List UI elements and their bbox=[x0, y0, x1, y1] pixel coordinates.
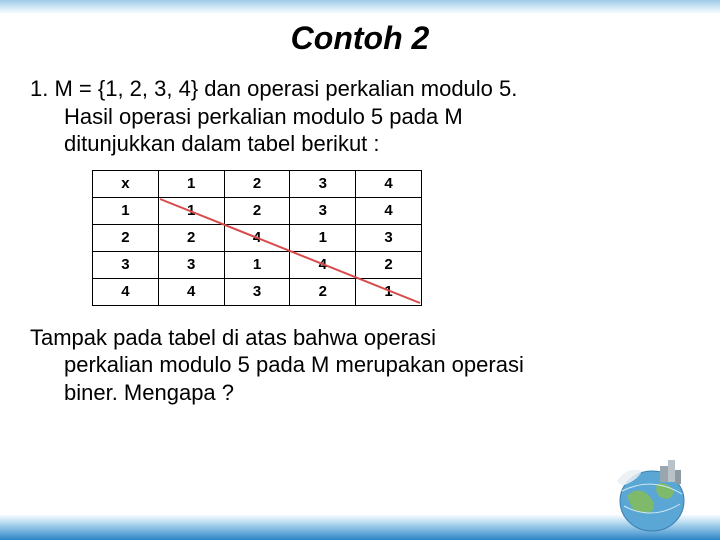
table-cell: 2 bbox=[158, 224, 224, 251]
intro-line-2: Hasil operasi perkalian modulo 5 pada M bbox=[30, 103, 690, 131]
table-cell: 3 bbox=[224, 278, 290, 305]
outro-line-3: biner. Mengapa ? bbox=[30, 379, 690, 407]
table-cell: 2 bbox=[224, 170, 290, 197]
table-row: x 1 2 3 4 bbox=[93, 170, 422, 197]
modulo-table-wrap: x 1 2 3 4 1 1 2 3 4 2 2 4 1 3 3 3 1 4 2 bbox=[92, 170, 422, 306]
table-cell: 4 bbox=[290, 251, 356, 278]
table-cell: 3 bbox=[290, 197, 356, 224]
table-cell: 4 bbox=[356, 197, 422, 224]
table-cell: 4 bbox=[224, 224, 290, 251]
table-cell: x bbox=[93, 170, 159, 197]
intro-line-3: ditunjukkan dalam tabel berikut : bbox=[30, 130, 690, 158]
table-cell: 3 bbox=[356, 224, 422, 251]
outro-line-2: perkalian modulo 5 pada M merupakan oper… bbox=[30, 351, 690, 379]
table-cell: 4 bbox=[356, 170, 422, 197]
table-cell: 1 bbox=[290, 224, 356, 251]
globe-decoration-icon bbox=[602, 446, 702, 536]
intro-text: 1. M = {1, 2, 3, 4} dan operasi perkalia… bbox=[0, 57, 720, 166]
table-cell: 1 bbox=[158, 170, 224, 197]
table-cell: 2 bbox=[224, 197, 290, 224]
table-cell: 2 bbox=[93, 224, 159, 251]
table-cell: 1 bbox=[158, 197, 224, 224]
table-cell: 1 bbox=[93, 197, 159, 224]
table-row: 2 2 4 1 3 bbox=[93, 224, 422, 251]
table-row: 1 1 2 3 4 bbox=[93, 197, 422, 224]
intro-line-1: 1. M = {1, 2, 3, 4} dan operasi perkalia… bbox=[30, 75, 690, 103]
table-cell: 2 bbox=[290, 278, 356, 305]
outro-text: Tampak pada tabel di atas bahwa operasi … bbox=[0, 306, 720, 407]
table-row: 3 3 1 4 2 bbox=[93, 251, 422, 278]
table-row: 4 4 3 2 1 bbox=[93, 278, 422, 305]
table-cell: 3 bbox=[158, 251, 224, 278]
table-cell: 3 bbox=[290, 170, 356, 197]
table-cell: 2 bbox=[356, 251, 422, 278]
top-gradient-band bbox=[0, 0, 720, 14]
table-cell: 1 bbox=[356, 278, 422, 305]
table-cell: 4 bbox=[158, 278, 224, 305]
outro-line-1: Tampak pada tabel di atas bahwa operasi bbox=[30, 324, 690, 352]
modulo-table: x 1 2 3 4 1 1 2 3 4 2 2 4 1 3 3 3 1 4 2 bbox=[92, 170, 422, 306]
table-cell: 4 bbox=[93, 278, 159, 305]
table-cell: 3 bbox=[93, 251, 159, 278]
table-cell: 1 bbox=[224, 251, 290, 278]
